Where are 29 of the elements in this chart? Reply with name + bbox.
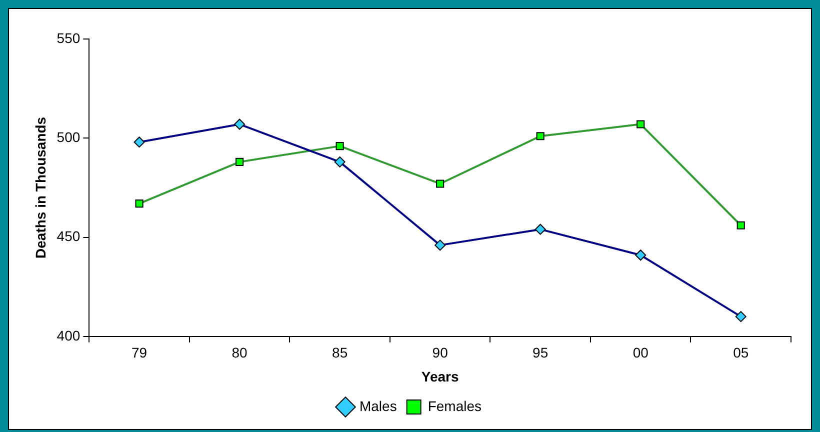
x-tick-label: 79 bbox=[132, 344, 148, 361]
y-tick-label: 450 bbox=[56, 228, 80, 244]
point bbox=[636, 120, 645, 128]
point bbox=[536, 132, 544, 140]
point bbox=[336, 142, 344, 150]
point bbox=[436, 180, 444, 188]
x-tick-label: 90 bbox=[432, 344, 448, 361]
x-axis-title: Years bbox=[421, 368, 459, 384]
y-tick-label: 550 bbox=[56, 30, 80, 46]
x-tick-label: 85 bbox=[332, 344, 348, 361]
point bbox=[234, 118, 246, 130]
y-tick-label: 500 bbox=[56, 128, 80, 145]
point bbox=[134, 136, 145, 148]
x-tick-label: 05 bbox=[733, 344, 749, 361]
legend-label: Females bbox=[428, 398, 482, 414]
point bbox=[735, 311, 746, 322]
x-tick-label: 95 bbox=[532, 344, 548, 361]
x-tick-label: 00 bbox=[632, 344, 649, 361]
point bbox=[736, 221, 745, 230]
point bbox=[434, 240, 446, 251]
point bbox=[135, 200, 144, 208]
y-axis-title: Deaths in Thousands bbox=[32, 116, 48, 258]
point bbox=[534, 224, 546, 235]
point bbox=[635, 250, 646, 261]
x-tick-label: 80 bbox=[232, 344, 248, 361]
point bbox=[236, 158, 244, 166]
point bbox=[334, 156, 346, 168]
legend-label: Males bbox=[359, 398, 397, 414]
y-tick-label: 400 bbox=[56, 327, 80, 344]
